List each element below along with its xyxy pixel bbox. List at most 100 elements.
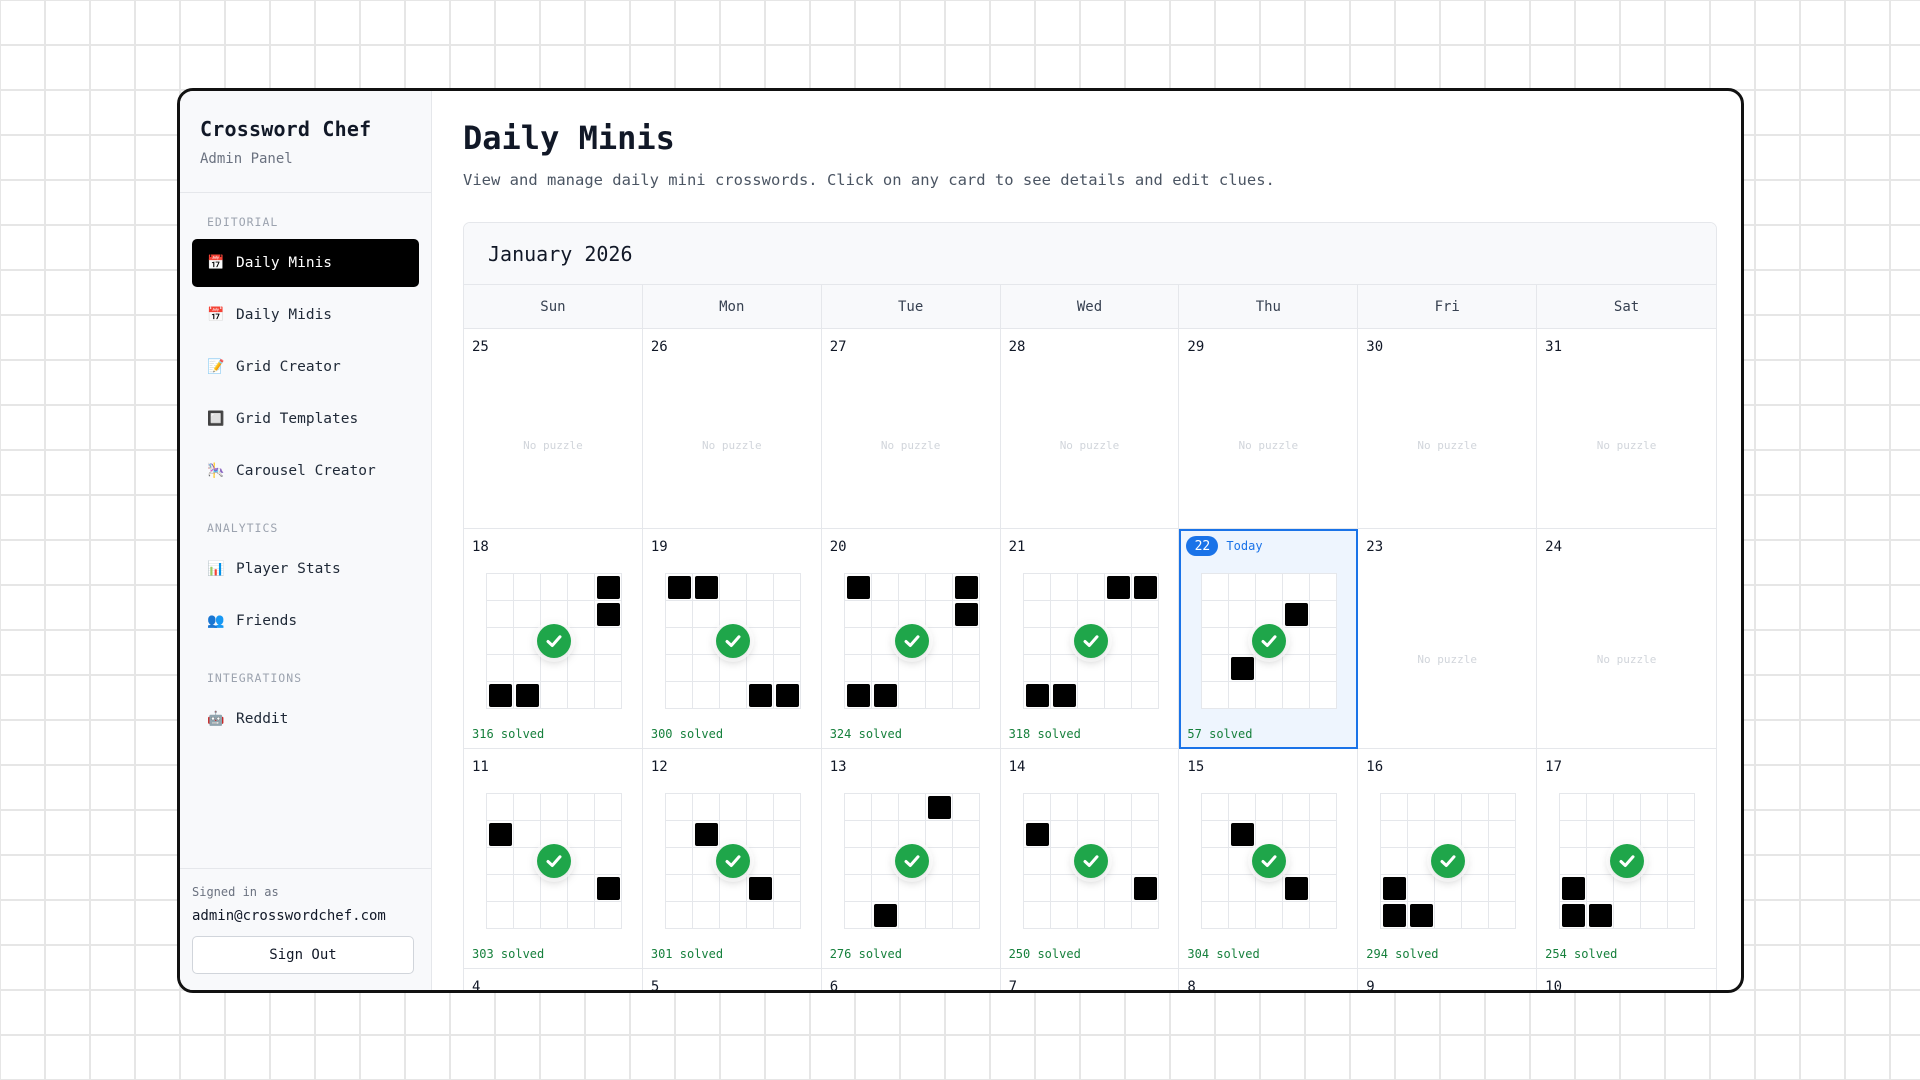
- grid-square: [692, 875, 720, 902]
- grid-square: [1381, 794, 1409, 821]
- no-puzzle-text: No puzzle: [1596, 653, 1657, 666]
- grid-square: [1202, 848, 1230, 875]
- grid-square: [1283, 682, 1311, 709]
- day-card[interactable]: 12 301 solved: [643, 749, 822, 969]
- grid-block-square: [871, 902, 899, 929]
- grid-square: [952, 794, 980, 821]
- grid-square: [925, 682, 953, 709]
- grid-square: [514, 655, 541, 682]
- grid-square: [1256, 574, 1284, 601]
- checkmark-icon: [1073, 844, 1108, 878]
- day-card[interactable]: 20 324 solved: [822, 529, 1001, 749]
- grid-square: [1023, 848, 1051, 875]
- grid-square: [1050, 821, 1078, 848]
- solved-count: 250 solved: [1008, 947, 1081, 961]
- sidebar-item-player-stats[interactable]: 📊 Player Stats: [192, 545, 419, 593]
- day-card[interactable]: 10: [1537, 969, 1716, 990]
- day-number: 29: [1187, 339, 1205, 355]
- today-badge: 22 Today: [1186, 536, 1263, 556]
- grid-square: [568, 875, 595, 902]
- day-card[interactable]: 19 300 solved: [643, 529, 822, 749]
- day-card[interactable]: 6: [822, 969, 1001, 990]
- grid-square: [1489, 794, 1517, 821]
- grid-square: [1202, 655, 1230, 682]
- grid-square: [1408, 821, 1436, 848]
- grid-square: [1310, 601, 1338, 628]
- day-card[interactable]: 31 No puzzle: [1537, 329, 1716, 529]
- section-label-editorial: EDITORIAL: [207, 215, 279, 229]
- sidebar-item-reddit[interactable]: 🤖 Reddit: [192, 695, 419, 743]
- grid-square: [1050, 655, 1078, 682]
- grid-block-square: [1283, 601, 1311, 628]
- grid-square: [1310, 848, 1338, 875]
- day-card[interactable]: 17 254 solved: [1537, 749, 1716, 969]
- grid-square: [487, 574, 514, 601]
- today-label: Today: [1226, 539, 1263, 553]
- grid-square: [541, 574, 568, 601]
- mini-grid-preview: [1201, 793, 1338, 929]
- grid-square: [952, 821, 980, 848]
- sidebar-item-friends[interactable]: 👥 Friends: [192, 597, 419, 645]
- grid-square: [1462, 875, 1490, 902]
- grid-square: [1462, 821, 1490, 848]
- grid-square: [952, 902, 980, 929]
- grid-square: [1668, 821, 1696, 848]
- sidebar-item-grid-creator[interactable]: 📝 Grid Creator: [192, 343, 419, 391]
- day-card[interactable]: 30 No puzzle: [1358, 329, 1538, 529]
- day-card[interactable]: 18 316 solved: [464, 529, 643, 749]
- day-card[interactable]: 15 304 solved: [1179, 749, 1359, 969]
- day-card[interactable]: 8: [1179, 969, 1359, 990]
- grid-square: [1614, 875, 1642, 902]
- day-card[interactable]: 21 318 solved: [1001, 529, 1180, 749]
- grid-square: [665, 628, 693, 655]
- day-card[interactable]: 9: [1358, 969, 1538, 990]
- grid-square: [898, 574, 926, 601]
- grid-block-square: [1050, 682, 1078, 709]
- grid-block-square: [746, 875, 774, 902]
- grid-square: [1023, 902, 1051, 929]
- day-number: 10: [1545, 979, 1562, 990]
- day-card[interactable]: 14 250 solved: [1001, 749, 1180, 969]
- grid-square: [1229, 682, 1257, 709]
- day-card[interactable]: 29 No puzzle: [1179, 329, 1359, 529]
- grid-square: [1587, 794, 1615, 821]
- grid-square: [1489, 848, 1517, 875]
- solved-count: 57 solved: [1187, 727, 1253, 741]
- day-card[interactable]: 5: [643, 969, 822, 990]
- day-card[interactable]: 16 294 solved: [1358, 749, 1538, 969]
- day-card[interactable]: 26 No puzzle: [643, 329, 822, 529]
- grid-square: [871, 601, 899, 628]
- day-card[interactable]: 28 No puzzle: [1001, 329, 1180, 529]
- day-card[interactable]: 23 No puzzle: [1358, 529, 1538, 749]
- sign-out-button[interactable]: Sign Out: [192, 936, 414, 974]
- sidebar-item-daily-minis[interactable]: 📅 Daily Minis: [192, 239, 419, 287]
- sidebar-item-grid-templates[interactable]: 🔲 Grid Templates: [192, 395, 419, 443]
- grid-square: [1023, 794, 1051, 821]
- grid-block-square: [1381, 902, 1409, 929]
- sidebar-item-label: Friends: [236, 613, 298, 629]
- day-card[interactable]: 7: [1001, 969, 1180, 990]
- grid-square: [1131, 655, 1159, 682]
- day-card[interactable]: 11 303 solved: [464, 749, 643, 969]
- day-card[interactable]: 13 276 solved: [822, 749, 1001, 969]
- day-card[interactable]: 4: [464, 969, 643, 990]
- grid-square: [514, 902, 541, 929]
- grid-square: [595, 655, 622, 682]
- mini-grid-preview: [486, 573, 622, 709]
- grid-square: [1202, 628, 1230, 655]
- checkmark-icon: [1252, 624, 1287, 658]
- grid-square: [692, 601, 720, 628]
- grid-square: [844, 794, 872, 821]
- weekday-header: Tue: [822, 285, 1001, 328]
- day-card[interactable]: 27 No puzzle: [822, 329, 1001, 529]
- day-card-today[interactable]: 22 Today 57 solved: [1179, 529, 1359, 749]
- sidebar-item-carousel-creator[interactable]: 🎠 Carousel Creator: [192, 447, 419, 495]
- sidebar-item-daily-midis[interactable]: 📅 Daily Midis: [192, 291, 419, 339]
- day-card[interactable]: 25 No puzzle: [464, 329, 643, 529]
- solved-count: 304 solved: [1187, 947, 1260, 961]
- grid-square: [925, 655, 953, 682]
- day-card[interactable]: 24 No puzzle: [1537, 529, 1716, 749]
- solved-count: 303 solved: [472, 947, 545, 961]
- grid-block-square: [1023, 821, 1051, 848]
- grid-square: [1614, 794, 1642, 821]
